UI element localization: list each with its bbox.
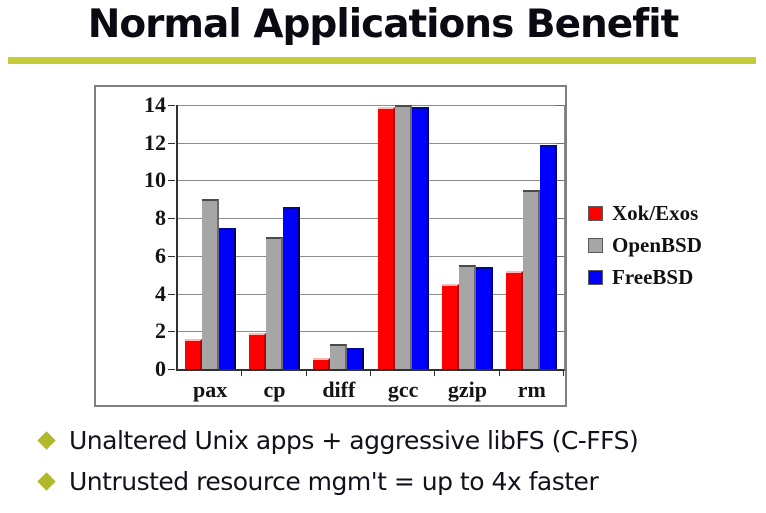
bullet-text: Untrusted resource mgm't = up to 4x fast… bbox=[69, 467, 599, 496]
bar-gzip-openbsd bbox=[458, 265, 476, 369]
x-tick-label: cp bbox=[263, 377, 286, 402]
bullet-list: Unaltered Unix apps + aggressive libFS (… bbox=[37, 424, 639, 506]
x-axis-tick bbox=[305, 371, 307, 376]
x-axis-tick bbox=[370, 371, 371, 376]
chart-legend: Xok/Exos OpenBSD FreeBSD bbox=[588, 200, 702, 298]
bar-gcc-freebsd bbox=[411, 107, 429, 369]
y-tick-label: 8 bbox=[155, 205, 166, 230]
grid-line bbox=[178, 143, 564, 144]
right-axis-tick bbox=[556, 331, 564, 332]
bar-cp-xok-exos bbox=[248, 333, 266, 369]
grid-line bbox=[178, 256, 564, 257]
y-tick-label: 4 bbox=[155, 281, 166, 306]
y-axis-tick bbox=[168, 294, 175, 295]
right-axis-tick bbox=[556, 105, 564, 106]
bullet-item: Untrusted resource mgm't = up to 4x fast… bbox=[37, 465, 638, 499]
bar-pax-freebsd bbox=[218, 228, 236, 369]
bar-pax-xok-exos bbox=[184, 339, 202, 369]
bar-group-rm bbox=[500, 145, 564, 369]
bar-gcc-xok-exos bbox=[377, 107, 395, 369]
legend-label: FreeBSD bbox=[612, 264, 694, 289]
x-axis-tick bbox=[434, 371, 436, 376]
bar-group-gcc bbox=[371, 105, 435, 369]
bar-diff-openbsd bbox=[330, 344, 348, 369]
y-axis-tick bbox=[168, 143, 175, 144]
bar-group-cp bbox=[242, 207, 306, 369]
right-axis-tick bbox=[556, 180, 564, 181]
y-axis-tick bbox=[168, 218, 175, 219]
y-tick-label: 10 bbox=[144, 167, 166, 192]
legend-item-openbsd: OpenBSD bbox=[588, 232, 702, 257]
bar-group-diff bbox=[307, 344, 371, 369]
y-axis-tick bbox=[168, 256, 175, 257]
bar-group-pax bbox=[178, 199, 242, 369]
page-title: Normal Applications Benefit bbox=[87, 2, 680, 47]
x-tick-label: pax bbox=[193, 377, 228, 402]
grid-line bbox=[178, 331, 564, 332]
x-axis-tick bbox=[498, 371, 500, 376]
bar-rm-xok-exos bbox=[506, 271, 524, 369]
x-tick-label: rm bbox=[517, 377, 546, 402]
grid-line bbox=[178, 218, 564, 219]
y-tick-label: 0 bbox=[155, 356, 166, 381]
grid-line bbox=[178, 105, 564, 106]
bar-gzip-freebsd bbox=[475, 267, 493, 369]
bar-rm-freebsd bbox=[540, 145, 558, 369]
y-axis-tick bbox=[168, 105, 175, 106]
bar-cp-openbsd bbox=[265, 237, 283, 369]
right-axis-tick bbox=[556, 218, 564, 219]
y-axis-tick bbox=[168, 331, 175, 332]
title-underline bbox=[8, 57, 756, 64]
grid-line bbox=[178, 294, 564, 295]
x-tick-label: gcc bbox=[387, 377, 419, 402]
diamond-bullet-icon bbox=[37, 431, 56, 450]
right-axis-tick bbox=[556, 294, 564, 295]
grid-line bbox=[178, 180, 564, 181]
bar-group-gzip bbox=[435, 265, 499, 369]
bar-diff-freebsd bbox=[347, 348, 365, 369]
plot-area bbox=[176, 105, 565, 371]
legend-label: Xok/Exos bbox=[612, 200, 699, 225]
y-tick-label: 14 bbox=[144, 92, 166, 117]
legend-label: OpenBSD bbox=[612, 232, 702, 257]
y-axis-tick bbox=[168, 369, 175, 370]
bullet-text: Unaltered Unix apps + aggressive libFS (… bbox=[69, 426, 639, 455]
y-axis-tick bbox=[168, 180, 175, 181]
legend-item-freebsd: FreeBSD bbox=[588, 264, 702, 289]
legend-item-xok-exos: Xok/Exos bbox=[588, 200, 702, 225]
right-axis-tick bbox=[556, 143, 564, 144]
x-axis-tick bbox=[563, 371, 564, 376]
bar-cp-freebsd bbox=[282, 207, 300, 369]
x-tick-label: diff bbox=[322, 377, 356, 402]
bar-rm-openbsd bbox=[523, 190, 541, 369]
bar-gzip-xok-exos bbox=[441, 284, 459, 369]
bullet-item: Unaltered Unix apps + aggressive libFS (… bbox=[37, 424, 639, 458]
bar-pax-openbsd bbox=[201, 199, 219, 369]
x-tick-label: gzip bbox=[447, 377, 488, 402]
bar-gcc-openbsd bbox=[394, 105, 412, 369]
legend-swatch-icon bbox=[588, 205, 603, 221]
y-tick-label: 2 bbox=[155, 318, 166, 343]
chart-frame: 0 2 4 6 8 10 12 14 pax cp diff gcc gzip rm bbox=[94, 85, 567, 407]
x-axis-tick bbox=[241, 371, 243, 376]
legend-swatch-icon bbox=[588, 237, 603, 253]
diamond-bullet-icon bbox=[37, 472, 56, 491]
bar-diff-xok-exos bbox=[313, 358, 331, 369]
right-axis-tick bbox=[556, 256, 564, 257]
y-tick-label: 12 bbox=[144, 130, 166, 155]
y-tick-label: 6 bbox=[155, 243, 166, 268]
legend-swatch-icon bbox=[588, 269, 603, 285]
